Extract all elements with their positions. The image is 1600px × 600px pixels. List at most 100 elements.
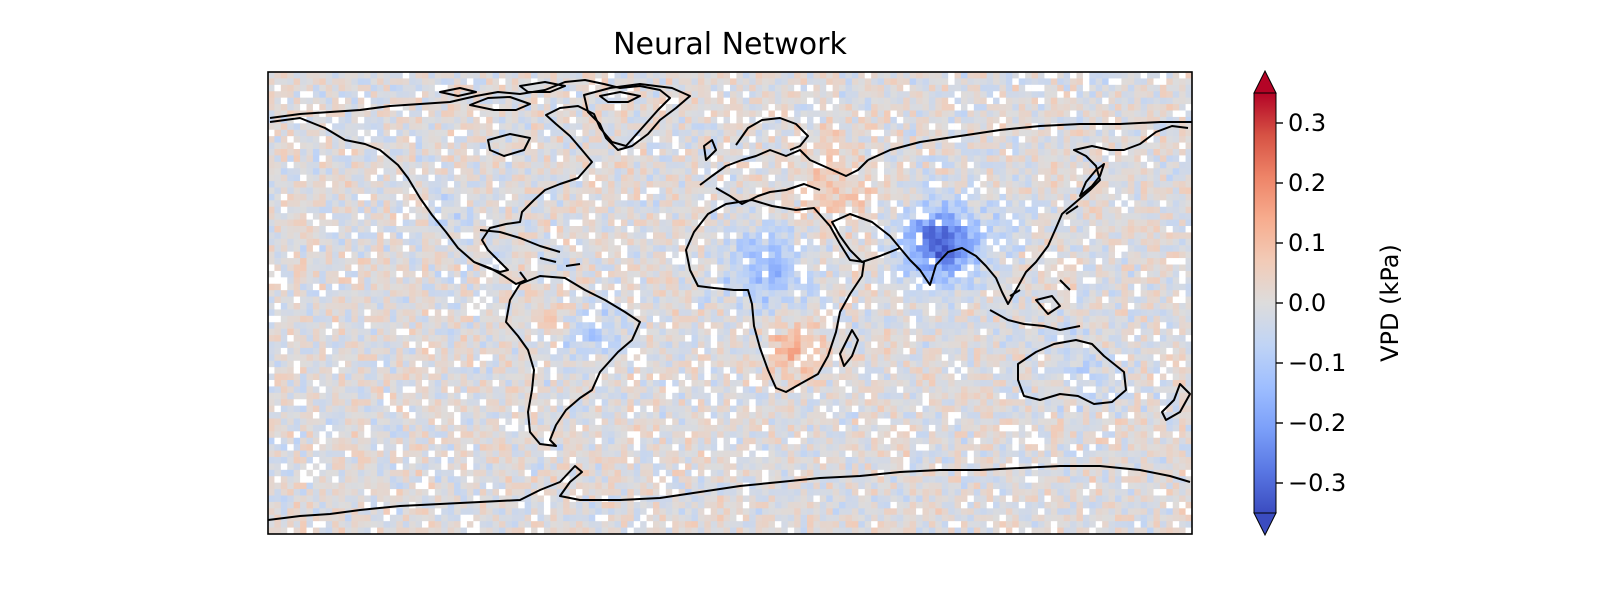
heatmap-cell (556, 219, 564, 227)
heatmap-cell (954, 91, 962, 98)
heatmap-cell (685, 84, 692, 92)
heatmap-cell (1012, 219, 1020, 227)
heatmap-cell (1005, 226, 1013, 233)
heatmap-cell (954, 104, 962, 111)
heatmap-cell (1121, 91, 1129, 98)
heatmap-cell (569, 84, 577, 92)
heatmap-cell (383, 193, 391, 201)
heatmap-cell (922, 136, 930, 143)
heatmap-cell (428, 78, 436, 86)
heatmap-cell (428, 238, 436, 246)
heatmap-cell (845, 136, 853, 143)
heatmap-cell (345, 181, 352, 188)
heatmap-cell (466, 149, 474, 156)
heatmap-cell (460, 116, 468, 124)
heatmap-cell (928, 181, 936, 188)
heatmap-cell (499, 155, 506, 163)
heatmap-cell (402, 206, 410, 214)
heatmap-cell (928, 258, 936, 265)
heatmap-cell (813, 181, 821, 188)
heatmap-cell (864, 283, 872, 291)
heatmap-cell (877, 78, 885, 86)
heatmap-cell (762, 91, 769, 98)
heatmap-cell (986, 104, 994, 111)
heatmap-cell (723, 123, 731, 131)
heatmap-cell (1179, 161, 1186, 169)
heatmap-cell (1166, 155, 1174, 163)
heatmap-cell (749, 91, 756, 98)
heatmap-cell (839, 226, 846, 233)
heatmap-cell (492, 161, 500, 169)
heatmap-cell (601, 174, 609, 182)
heatmap-cell (434, 213, 442, 220)
heatmap-cell (389, 97, 397, 105)
heatmap-cell (505, 238, 513, 246)
heatmap-cell (704, 104, 712, 111)
heatmap-cell (653, 264, 660, 272)
heatmap-cell (640, 251, 647, 259)
heatmap-cell (781, 136, 789, 143)
heatmap-cell (306, 97, 314, 105)
heatmap-cell (922, 213, 930, 220)
heatmap-cell (986, 72, 994, 79)
heatmap-cell (1147, 129, 1154, 137)
heatmap-cell (1179, 97, 1186, 105)
heatmap-cell (287, 174, 294, 182)
heatmap-cell (980, 181, 987, 188)
heatmap-cell (755, 149, 763, 156)
heatmap-cell (1095, 123, 1103, 131)
heatmap-cell (550, 91, 558, 98)
heatmap-cell (1172, 277, 1180, 285)
heatmap-cell (864, 142, 872, 150)
heatmap-cell (1095, 149, 1103, 156)
heatmap-cell (704, 136, 712, 143)
heatmap-cell (896, 213, 904, 220)
heatmap-cell (447, 264, 455, 272)
heatmap-cell (492, 238, 500, 246)
heatmap-cell (601, 283, 609, 291)
heatmap-cell (871, 161, 878, 169)
heatmap-cell (749, 181, 756, 188)
heatmap-cell (556, 161, 564, 169)
heatmap-cell (672, 149, 679, 156)
heatmap-cell (1070, 110, 1077, 118)
heatmap-cell (1018, 251, 1026, 259)
heatmap-cell (614, 110, 622, 118)
heatmap-cell (1082, 181, 1090, 188)
heatmap-cell (1082, 283, 1090, 291)
heatmap-cell (415, 116, 423, 124)
heatmap-cell (345, 84, 352, 92)
heatmap-cell (723, 258, 731, 265)
heatmap-cell (903, 213, 910, 220)
heatmap-cell (338, 258, 346, 265)
heatmap-cell (1012, 97, 1020, 105)
heatmap-cell (678, 213, 686, 220)
heatmap-cell (1127, 270, 1135, 278)
heatmap-cell (1005, 283, 1013, 291)
heatmap-cell (415, 84, 423, 92)
heatmap-cell (1147, 72, 1154, 79)
heatmap-cell (389, 193, 397, 201)
heatmap-cell (948, 181, 955, 188)
heatmap-cell (1115, 155, 1122, 163)
heatmap-cell (1115, 226, 1122, 233)
heatmap-cell (332, 206, 339, 214)
heatmap-cell (588, 226, 596, 233)
heatmap-cell (1159, 104, 1167, 111)
heatmap-cell (588, 283, 596, 291)
heatmap-cell (543, 219, 551, 227)
heatmap-cell (389, 181, 397, 188)
heatmap-cell (268, 174, 275, 182)
heatmap-cell (1050, 110, 1058, 118)
heatmap-cell (280, 258, 288, 265)
heatmap-cell (274, 290, 282, 297)
map-panel (267, 71, 1193, 535)
heatmap-cell (697, 251, 705, 259)
heatmap-cell (941, 123, 949, 131)
heatmap-cell (479, 245, 487, 252)
heatmap-cell (1031, 116, 1039, 124)
heatmap-cell (1082, 174, 1090, 182)
heatmap-cell (576, 206, 583, 214)
heatmap-cell (903, 78, 910, 86)
heatmap-cell (755, 161, 763, 169)
